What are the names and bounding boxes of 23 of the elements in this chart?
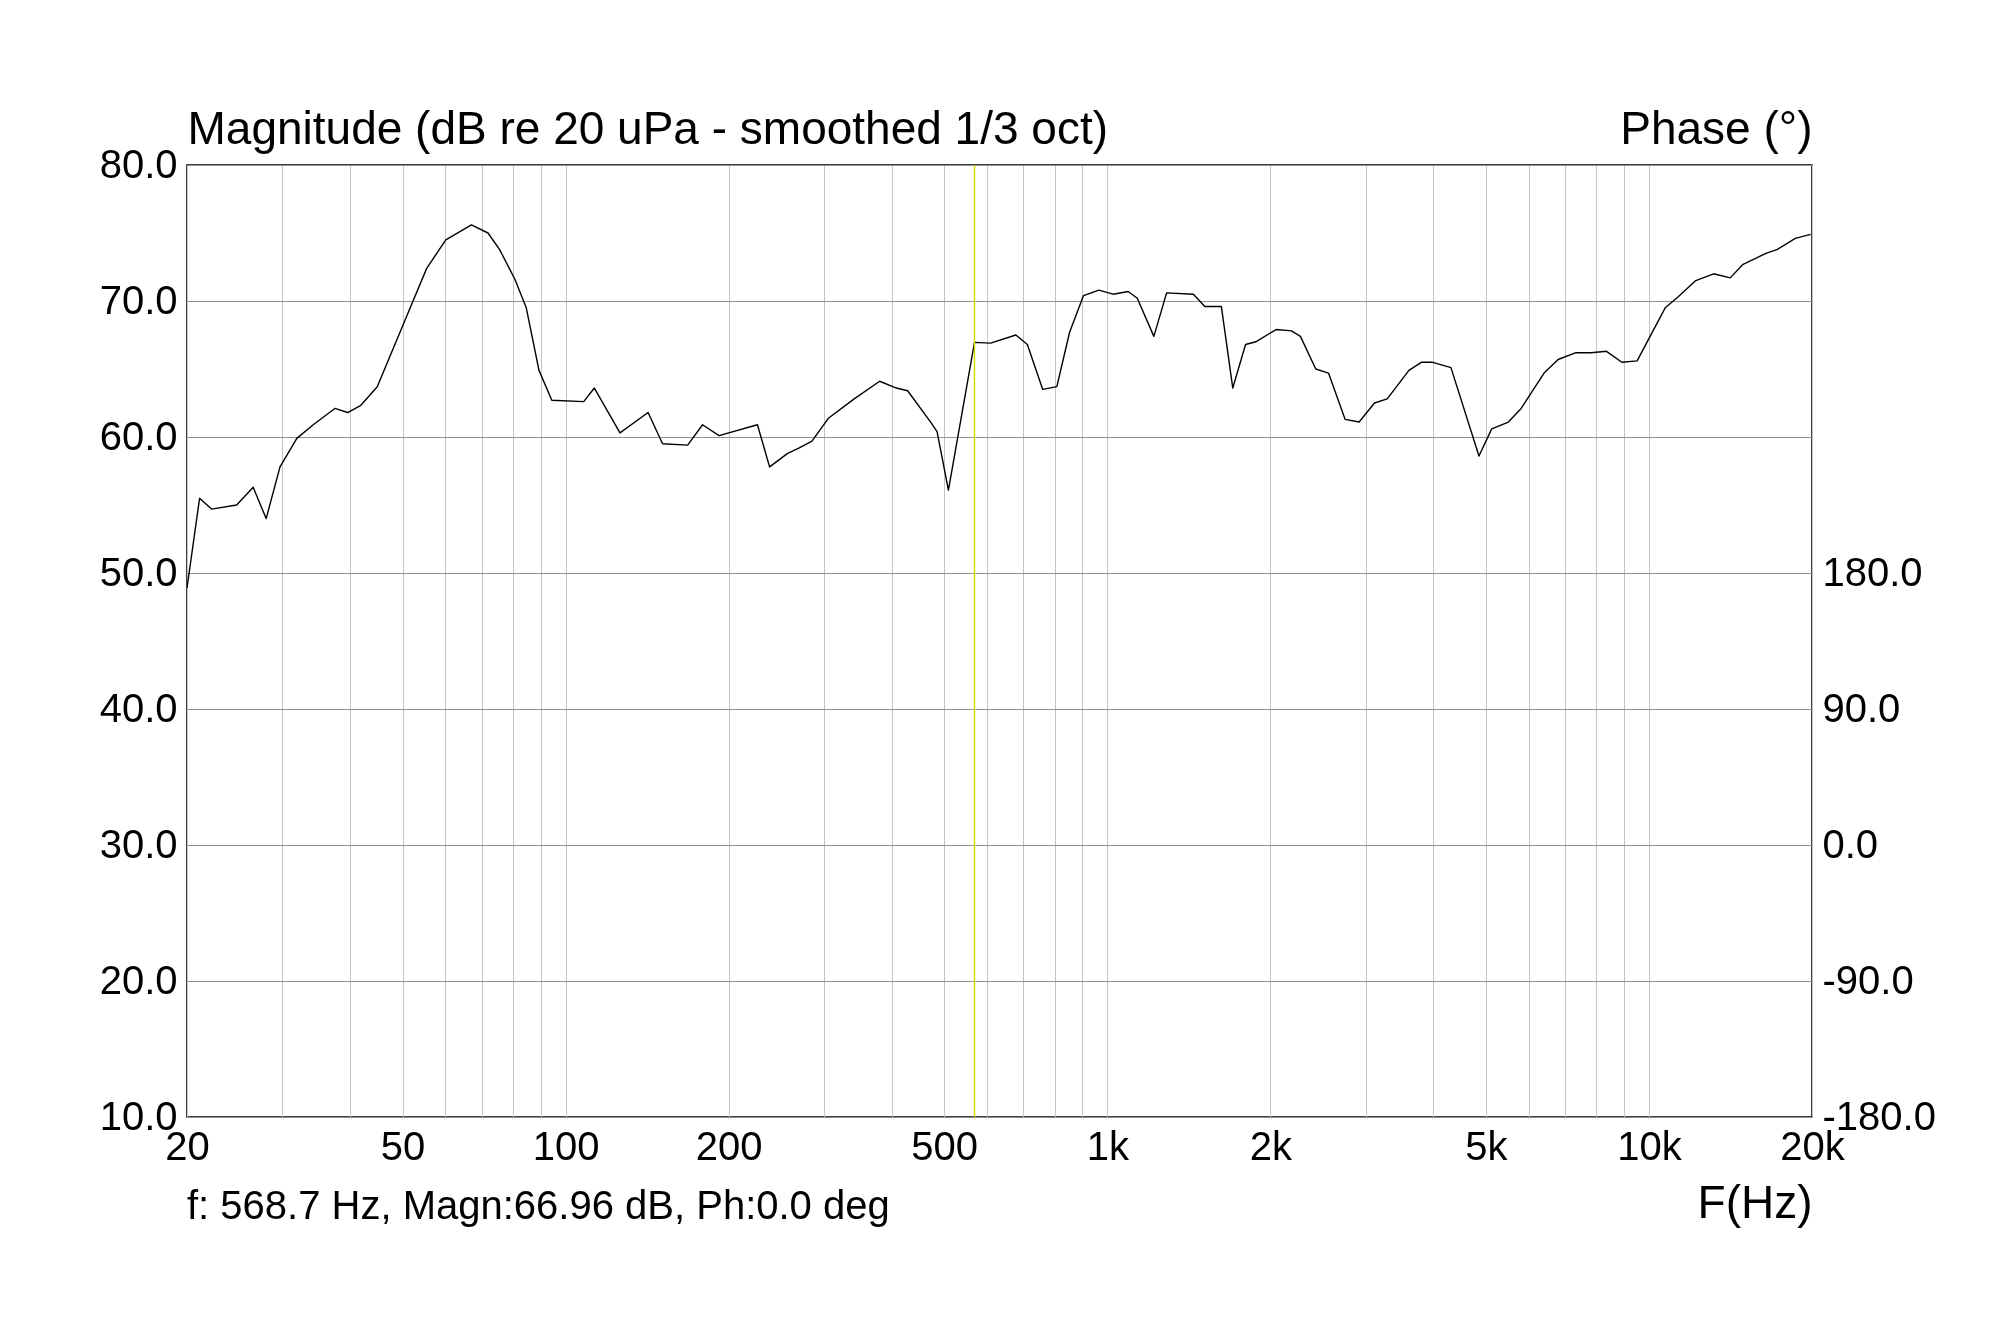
text: f: 568.7 Hz, Magn:66.96 dB, Ph:0.0 deg (187, 1183, 890, 1227)
y-tick-label: 70.0 (99, 277, 178, 322)
y-tick-label: 20.0 (99, 957, 178, 1002)
x-axis-title: F(Hz) (1697, 1175, 1813, 1228)
x-tick-label: 10k (1617, 1123, 1683, 1168)
y2-axis-title: Phase (°) (1620, 101, 1813, 154)
y2-tick-label: 180.0 (1822, 549, 1923, 594)
x-tick-label: 5k (1465, 1123, 1509, 1168)
x-tick-label: 200 (695, 1123, 763, 1168)
y-tick-label: 80.0 (99, 141, 178, 186)
y2-tick-label: 0.0 (1822, 821, 1879, 866)
x-tick-label: 100 (532, 1123, 600, 1168)
x-tick-label: 2k (1249, 1123, 1293, 1168)
y2-tick-label: -90.0 (1822, 957, 1914, 1002)
y-tick-label: 50.0 (99, 549, 178, 594)
y-tick-label: 40.0 (99, 685, 178, 730)
x-tick-label: 1k (1086, 1123, 1130, 1168)
y-tick-label: 30.0 (99, 821, 178, 866)
y2-tick-label: 90.0 (1822, 685, 1901, 730)
x-tick-label: 500 (911, 1123, 979, 1168)
x-tick-label: 50 (380, 1123, 426, 1168)
y-axis-title: Magnitude (dB re 20 uPa - smoothed 1/3 oct) (187, 101, 1109, 154)
y-tick-label: 60.0 (99, 413, 178, 458)
